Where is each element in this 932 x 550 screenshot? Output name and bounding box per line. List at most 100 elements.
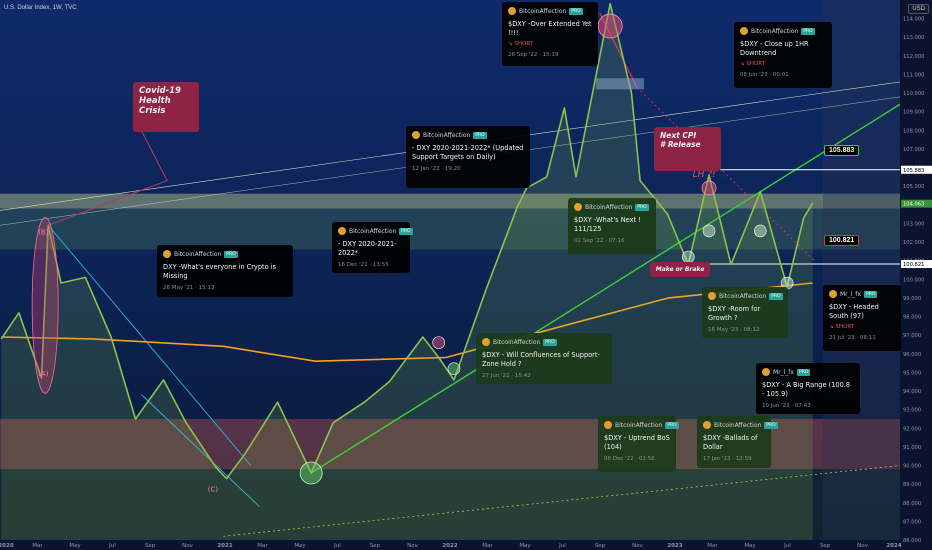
desc-channel-top <box>47 225 252 466</box>
card-title: - DXY 2020-2021-2022* (Updated Support T… <box>412 144 524 161</box>
author-avatar <box>508 7 516 15</box>
axis-level-bg-1 <box>901 260 932 269</box>
uptrend-line <box>310 103 901 474</box>
pro-badge: PRO <box>801 27 815 35</box>
symbol-label: U.S. Dollar Index, 1W, TVC <box>4 5 77 11</box>
card-author: Mr_l_fx <box>773 368 794 376</box>
y-tick-14: 100.000 <box>903 277 924 283</box>
idea-card[interactable]: BitcoinAffection PRO $DXY - Close up 1HR D… <box>734 22 832 88</box>
marker-2022-top <box>597 13 623 39</box>
x-tick-13: Mar <box>482 543 493 549</box>
card-title: $DXY - Uptrend BoS (104) <box>604 434 670 451</box>
y-tick-20: 94.000 <box>903 389 921 395</box>
card-title: - DXY 2020-2021-2022* <box>338 240 397 257</box>
x-tick-22: Sep <box>820 543 831 549</box>
card-title: $DXY - A Big Range (100.8 - 105.9) <box>762 381 851 398</box>
card-author: BitcoinAffection <box>519 7 567 15</box>
y-tick-17: 97.000 <box>903 333 921 339</box>
card-header: BitcoinAffection PRO <box>604 421 679 429</box>
y-tick-9: 105.000 <box>903 184 924 190</box>
marker-ellipse-ab <box>31 216 59 394</box>
pro-badge: PRO <box>569 7 583 15</box>
pro-badge: PRO <box>635 203 649 211</box>
card-title: DXY -What's everyone in Crypto is Missin… <box>163 263 276 280</box>
pro-badge: PRO <box>543 338 557 346</box>
idea-card[interactable]: BitcoinAffection PRO $DXY -Ballads of Doll… <box>697 416 778 468</box>
y-tick-27: 87.000 <box>903 519 921 525</box>
y-tick-22: 92.000 <box>903 426 921 432</box>
card-signal: ↘ SHORT <box>740 61 766 67</box>
x-tick-6: 2021 <box>217 543 232 549</box>
marker-1 <box>447 362 461 375</box>
author-avatar <box>604 421 612 429</box>
card-header: BitcoinAffection PRO <box>412 131 524 139</box>
price-axis-bg <box>900 0 932 550</box>
card-header: BitcoinAffection PRO <box>708 292 783 300</box>
idea-card[interactable]: BitcoinAffection PRO DXY -What's everyone … <box>157 245 293 297</box>
pro-badge: PRO <box>224 250 238 258</box>
marker-3 <box>702 224 716 238</box>
y-tick-24: 90.000 <box>903 464 921 470</box>
future-area <box>823 0 900 540</box>
idea-card[interactable]: BitcoinAffection PRO $DXY -Room for Growth… <box>702 287 788 338</box>
x-tick-19: Mar <box>707 543 718 549</box>
x-tick-15: Jul <box>558 543 566 549</box>
card-header: Mr_l_fx PRO <box>762 368 854 376</box>
card-title: $DXY - Headed South (97) <box>829 303 879 320</box>
level-tag-100821: 100.821 <box>824 235 860 246</box>
y-tick-2: 112.000 <box>903 54 924 60</box>
pro-badge: PRO <box>764 421 778 429</box>
downtrend-dotted <box>636 87 815 262</box>
axis-level-0: 105.883 <box>903 168 924 174</box>
annotation-label-1: (B) <box>38 229 49 237</box>
card-time: 17 Jan '23 · 12:59 <box>703 456 752 462</box>
card-title: $DXY - Close up 1HR Downtrend <box>740 40 809 57</box>
author-avatar <box>762 368 770 376</box>
idea-card[interactable]: BitcoinAffection PRO $DXY -Over Extended Y… <box>502 2 598 66</box>
x-tick-11: Nov <box>407 543 418 549</box>
card-author: Mr_l_fx <box>840 290 861 298</box>
idea-card[interactable]: BitcoinAffection PRO $DXY - Will Confluenc… <box>476 333 612 384</box>
current-price-bg <box>901 199 932 208</box>
author-avatar <box>163 250 171 258</box>
x-tick-14: May <box>519 543 531 549</box>
y-tick-0: 114.000 <box>903 17 924 23</box>
y-tick-1: 113.000 <box>903 35 924 41</box>
level-tag-105883: 105.883 <box>824 145 860 156</box>
author-avatar <box>412 131 420 139</box>
card-header: BitcoinAffection PRO <box>740 27 826 35</box>
author-avatar <box>829 290 837 298</box>
x-tick-17: Nov <box>632 543 643 549</box>
idea-card[interactable]: BitcoinAffection PRO - DXY 2020-2021-2022*… <box>406 126 530 188</box>
axis-level-1: 100.821 <box>903 262 924 268</box>
idea-card[interactable]: Mr_l_fx PRO $DXY - A Big Range (100.8 - 10… <box>756 363 860 414</box>
x-tick-24: 2024 <box>886 543 901 549</box>
currency-selector[interactable]: USD <box>908 4 929 14</box>
idea-card[interactable]: BitcoinAffection PRO $DXY -What's Next ! 1… <box>568 198 656 254</box>
author-avatar <box>740 27 748 35</box>
lower-band <box>0 469 900 540</box>
card-author: BitcoinAffection <box>349 227 397 235</box>
x-tick-4: Sep <box>145 543 156 549</box>
x-tick-12: 2022 <box>442 543 457 549</box>
author-avatar <box>338 227 346 235</box>
x-tick-2: May <box>69 543 81 549</box>
idea-card[interactable]: Mr_l_fx PRO $DXY - Headed South (97) ↘ SHOR… <box>823 285 901 351</box>
pro-badge: PRO <box>473 131 487 139</box>
card-time: 12 Jan '22 · 19:20 <box>412 166 461 172</box>
annotation-label-3: LH ?! <box>693 170 716 180</box>
card-author: BitcoinAffection <box>714 421 762 429</box>
card-header: BitcoinAffection PRO <box>482 338 606 346</box>
card-time: 10 Jun '23 · 07:43 <box>762 403 811 409</box>
x-tick-16: Sep <box>595 543 606 549</box>
card-time: 08 Jun '23 · 00:01 <box>740 72 789 78</box>
card-title: $DXY -What's Next ! 111/125 <box>574 216 641 233</box>
idea-card[interactable]: BitcoinAffection PRO $DXY - Uptrend BoS (1… <box>598 416 679 472</box>
current-price-label: 104.063 <box>903 202 924 208</box>
author-avatar <box>708 292 716 300</box>
card-author: BitcoinAffection <box>493 338 541 346</box>
card-signal: ↘ SHORT <box>508 41 534 47</box>
idea-card[interactable]: BitcoinAffection PRO - DXY 2020-2021-2022*… <box>332 222 413 273</box>
pro-badge: PRO <box>796 368 811 376</box>
